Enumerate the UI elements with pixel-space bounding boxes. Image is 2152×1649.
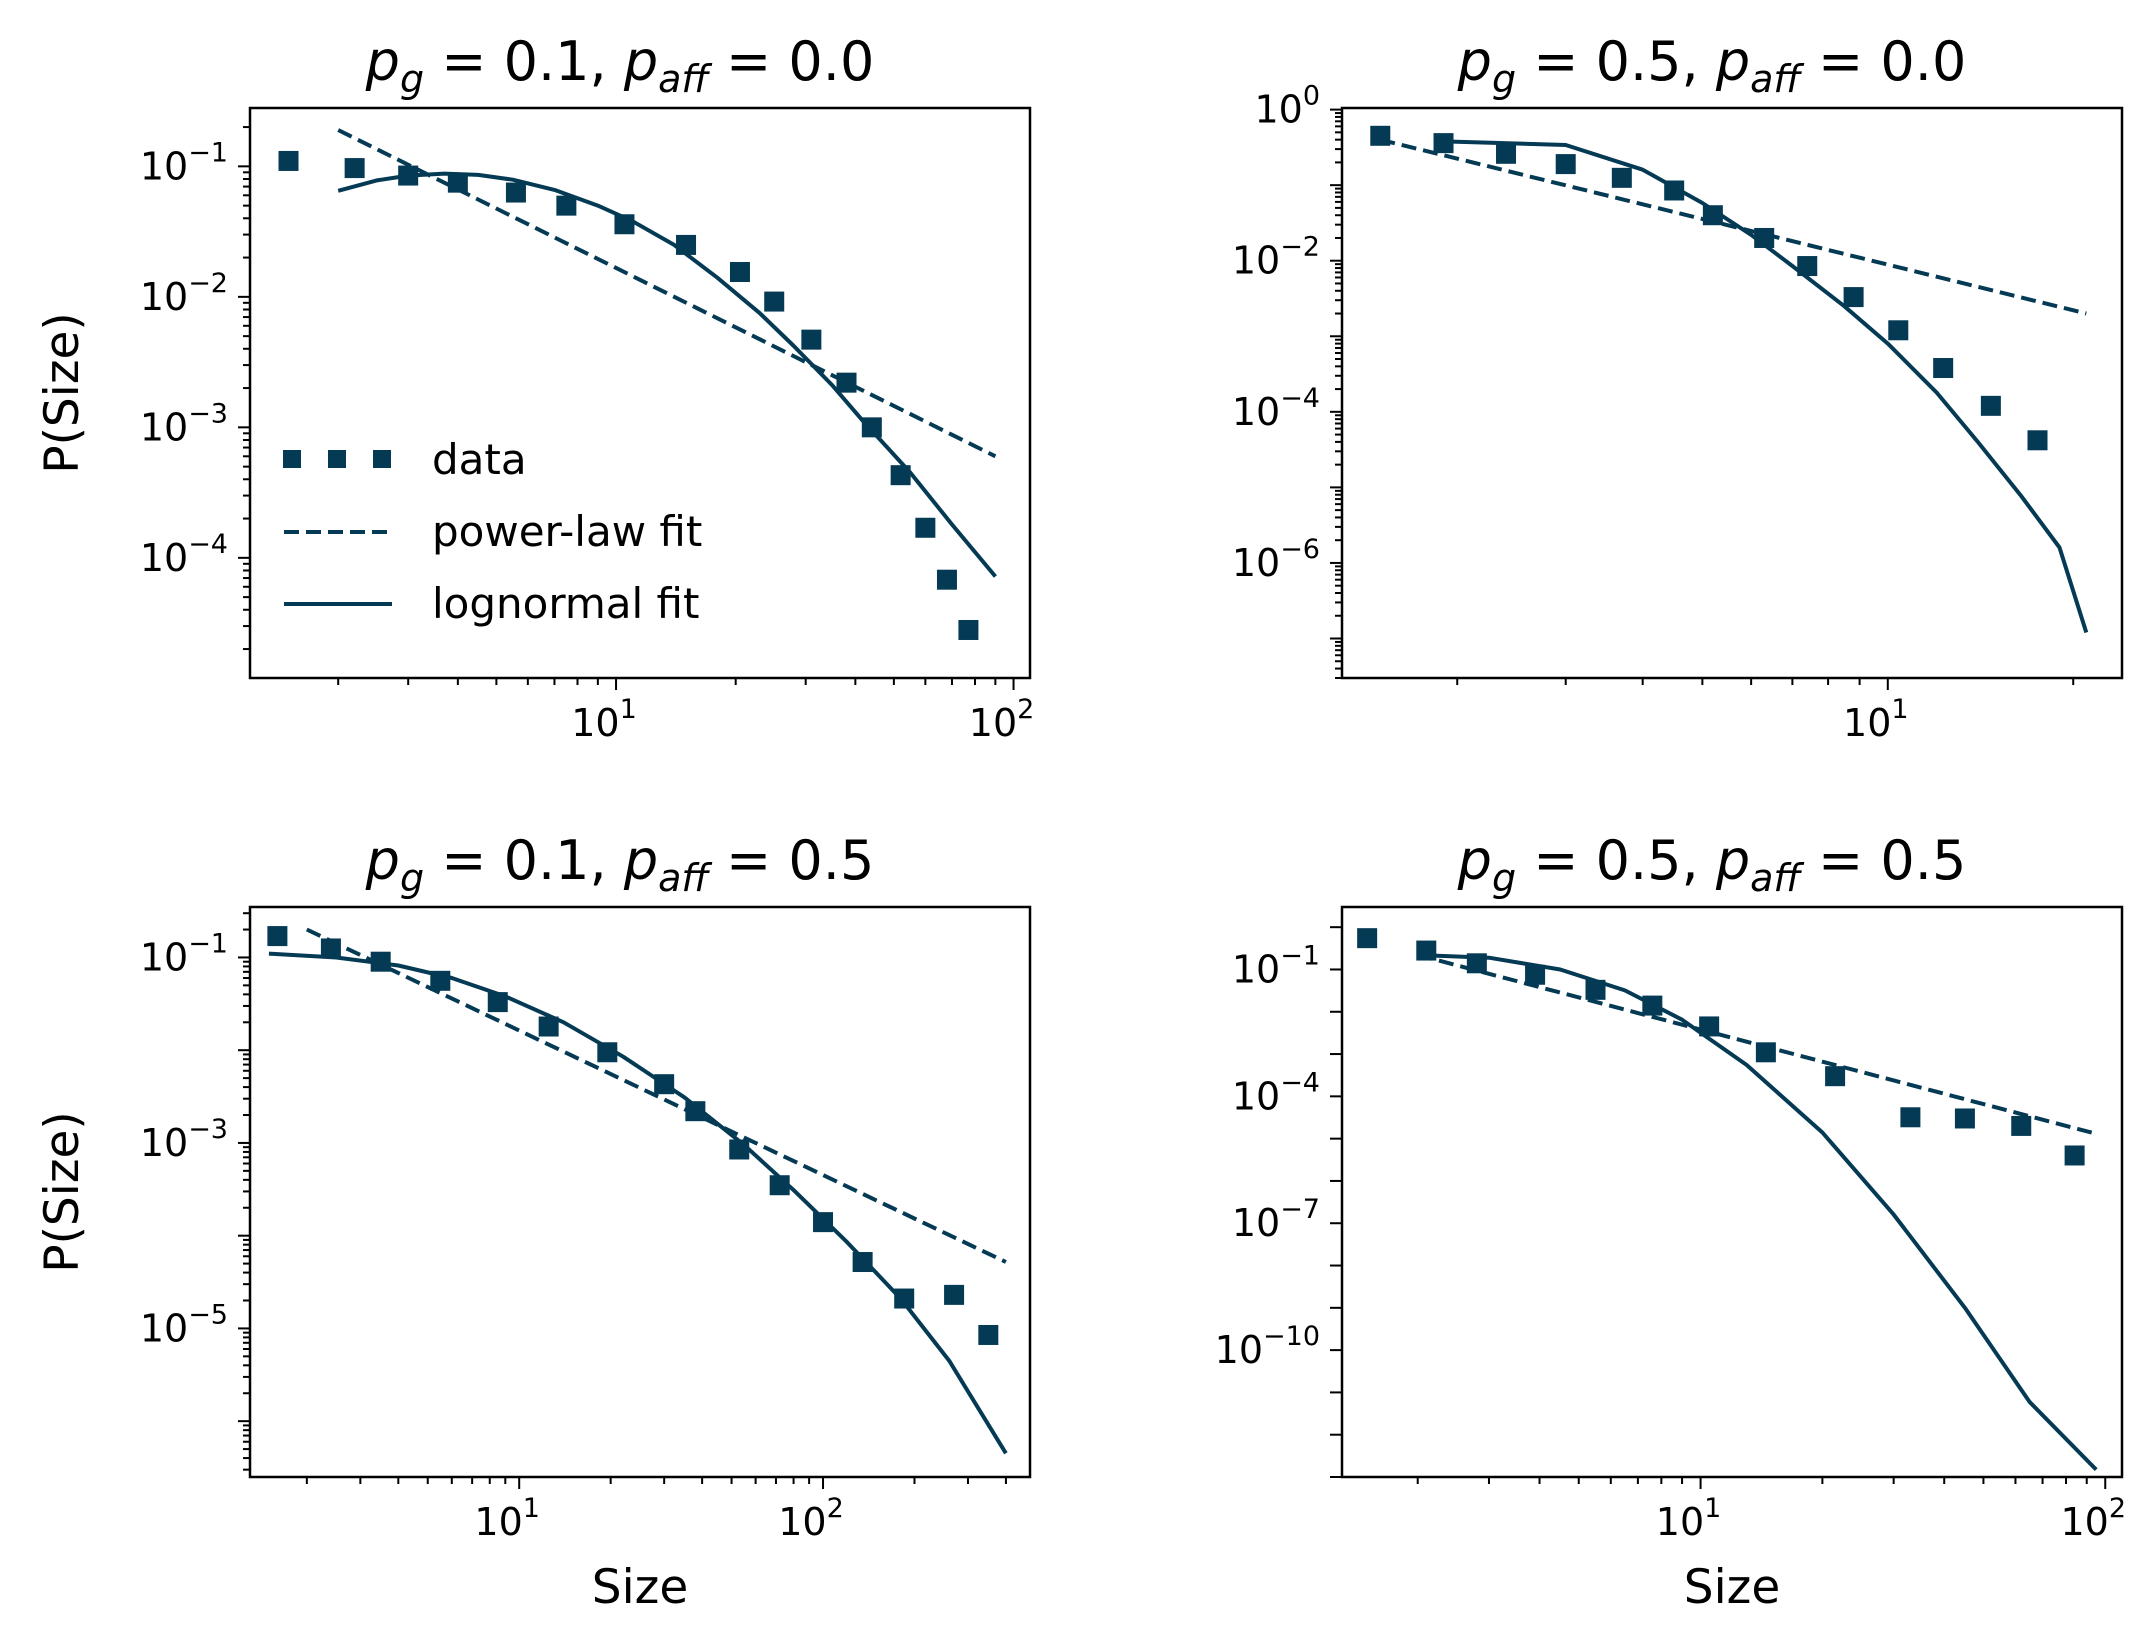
y-tick-label: 10−4 xyxy=(1232,1067,1320,1118)
data-point xyxy=(1797,256,1818,277)
data-point xyxy=(1954,1108,1975,1129)
data-series xyxy=(267,926,999,1345)
x-tick-label: 101 xyxy=(1656,1493,1722,1544)
lognormal-fit-line xyxy=(337,171,997,578)
power-law-fit-line xyxy=(1379,137,2087,316)
y-tick-label: 10−2 xyxy=(1232,232,1320,283)
data-point xyxy=(729,262,750,283)
data-point xyxy=(894,1288,915,1309)
data-point xyxy=(344,158,365,179)
y-tick-label: 10−4 xyxy=(1232,383,1320,434)
data-point xyxy=(958,619,979,640)
plot-area xyxy=(1357,928,2098,1472)
data-point xyxy=(1888,320,1909,341)
x-tick-label: 101 xyxy=(474,1493,540,1544)
axes-frame xyxy=(1340,905,2124,1479)
data-point xyxy=(597,1042,618,1063)
y-tick-label: 10−3 xyxy=(140,1114,228,1165)
data-point xyxy=(2011,1115,2032,1136)
data-point xyxy=(801,329,822,350)
legend: data power-law fit lognormal fit xyxy=(283,435,702,628)
data-point xyxy=(978,1324,999,1345)
data-point xyxy=(836,372,857,393)
data-point xyxy=(505,182,526,203)
data-point xyxy=(1933,358,1954,379)
y-tick-label: 10−6 xyxy=(1232,534,1320,585)
y-tick-label: 10−5 xyxy=(140,1299,228,1350)
data-point xyxy=(1585,979,1606,1000)
plot-area xyxy=(278,128,997,640)
power-law-fit-line xyxy=(337,128,997,459)
x-axis-label: Size xyxy=(1684,1560,1780,1615)
power-law-fit-line xyxy=(1417,953,2097,1136)
data-point xyxy=(278,150,299,171)
power-law-fit-line xyxy=(305,927,1007,1264)
data-point xyxy=(936,569,957,590)
data-point xyxy=(813,1212,834,1233)
data-point xyxy=(2027,430,2048,451)
data-point xyxy=(1843,287,1864,308)
plot-area xyxy=(1370,125,2089,634)
x-tick-label: 101 xyxy=(1843,694,1909,745)
y-tick-label: 10−7 xyxy=(1232,1194,1320,1245)
x-tick-label: 102 xyxy=(2060,1493,2126,1544)
axes-frame xyxy=(1340,106,2124,680)
data-point xyxy=(1357,928,1378,949)
panel-3: 101 102 10−1 10−3 10−5 pg = 0.1, paff = 0.5 P(… xyxy=(35,829,1032,1615)
data-point xyxy=(852,1252,873,1273)
data-point xyxy=(915,517,936,538)
y-tick-label: 10−3 xyxy=(140,398,228,449)
data-point xyxy=(1496,143,1517,164)
legend-data-marker xyxy=(283,450,301,468)
y-tick-label: 10−1 xyxy=(1232,940,1320,991)
legend-label: power-law fit xyxy=(432,507,702,556)
data-point xyxy=(1825,1066,1846,1087)
data-point xyxy=(1900,1107,1921,1128)
panel-1: 101 102 10−1 10−2 10−3 10−4 pg = 0.1, paff = 0… xyxy=(35,30,1034,745)
lognormal-fit-line xyxy=(1443,139,2089,634)
x-tick-label: 102 xyxy=(778,1493,844,1544)
panel-title: pg = 0.5, paff = 0.5 xyxy=(1457,829,1967,900)
legend-data-marker xyxy=(328,450,346,468)
axes-frame xyxy=(248,106,1032,680)
y-tick-label: 10−1 xyxy=(140,137,228,188)
y-tick-label: 10−2 xyxy=(140,268,228,319)
y-tick-label: 10−4 xyxy=(140,529,228,580)
y-axis-label: P(Size) xyxy=(35,312,90,474)
y-tick-label: 10−10 xyxy=(1215,1321,1320,1372)
data-point xyxy=(685,1101,706,1122)
data-point xyxy=(1525,964,1546,985)
x-axis-label: Size xyxy=(592,1560,688,1615)
data-point xyxy=(447,172,468,193)
legend-data-marker xyxy=(373,450,391,468)
panel-2: 101 100 10−2 10−4 10−6 pg = 0.5, paff = 0.0 xyxy=(1232,30,2124,745)
data-series xyxy=(1370,125,2048,451)
data-point xyxy=(267,926,288,947)
legend-label: lognormal fit xyxy=(432,579,699,628)
x-tick-label: 102 xyxy=(969,694,1035,745)
legend-label: data xyxy=(432,435,527,484)
y-tick-label: 10−1 xyxy=(140,928,228,979)
panel-4: 101 102 10−1 10−4 10−7 10−10 pg = 0.5, paff = … xyxy=(1215,829,2126,1615)
data-point xyxy=(2064,1145,2085,1166)
panel-title: pg = 0.1, paff = 0.5 xyxy=(365,829,875,900)
data-point xyxy=(1611,167,1632,188)
y-tick-label: 100 xyxy=(1254,81,1320,132)
axes-frame xyxy=(248,905,1032,1479)
panel-title: pg = 0.5, paff = 0.0 xyxy=(1457,30,1967,101)
data-point xyxy=(1555,154,1576,175)
y-axis-label: P(Size) xyxy=(35,1111,90,1273)
data-point xyxy=(764,291,785,312)
panel-title: pg = 0.1, paff = 0.0 xyxy=(365,30,875,101)
data-point xyxy=(538,1016,559,1037)
lognormal-fit-line xyxy=(1417,953,2098,1472)
x-tick-label: 101 xyxy=(571,694,637,745)
lognormal-fit-line xyxy=(268,951,1008,1455)
data-point xyxy=(556,195,577,216)
data-point xyxy=(1980,395,2001,416)
plot-area xyxy=(267,926,1008,1455)
data-point xyxy=(944,1284,965,1305)
